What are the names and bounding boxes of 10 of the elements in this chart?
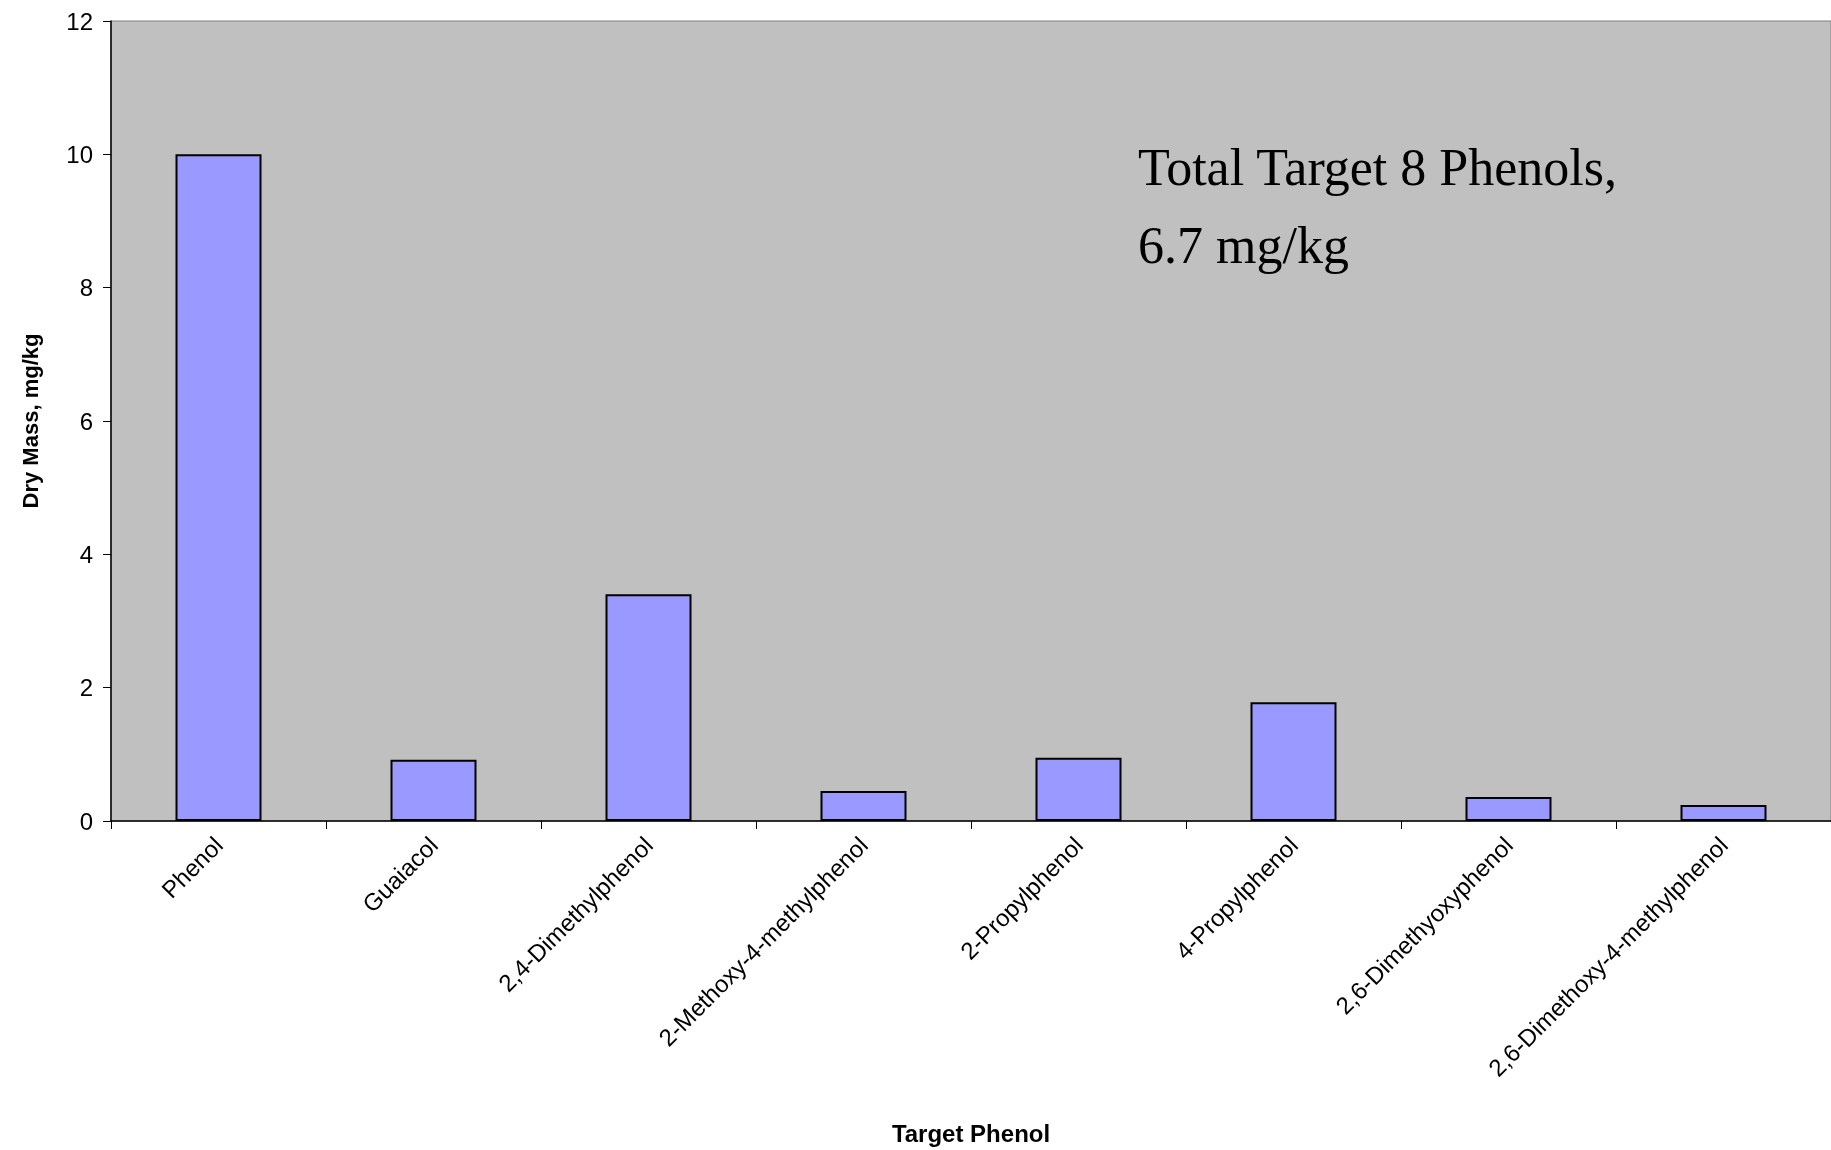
y-tick-label: 4: [79, 540, 93, 568]
y-tick-label: 2: [79, 674, 93, 702]
y-tick-label: 0: [79, 807, 93, 835]
annotation: Total Target 8 Phenols, 6.7 mg/kg: [1138, 138, 1617, 274]
y-tick-label: 8: [79, 274, 93, 302]
y-tick-label: 6: [79, 407, 93, 435]
x-axis-title: Target Phenol: [891, 1119, 1051, 1147]
y-tick-label: 12: [66, 7, 93, 35]
y-tick-label: 10: [66, 140, 93, 168]
y-axis-title: Dry Mass, mg/kg: [17, 333, 43, 509]
